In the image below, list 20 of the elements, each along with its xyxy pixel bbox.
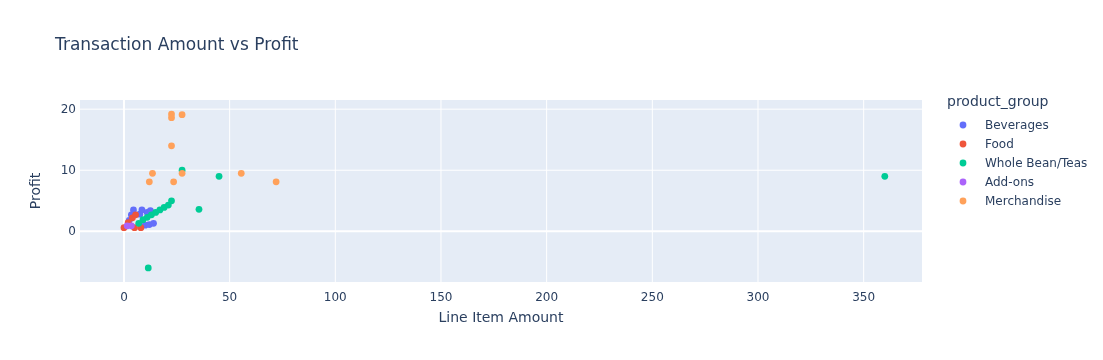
x-tick-label: 250 bbox=[640, 290, 664, 304]
x-tick-label: 100 bbox=[323, 290, 347, 304]
y-tick-label: 0 bbox=[68, 224, 76, 239]
y-axis-title: Profit bbox=[27, 172, 43, 210]
x-tick-label: 300 bbox=[746, 290, 770, 304]
legend-label: Whole Bean/Teas bbox=[985, 156, 1088, 170]
y-tick-label: 10 bbox=[60, 163, 76, 178]
x-tick-label: 350 bbox=[852, 290, 876, 304]
x-tick-label: 200 bbox=[535, 290, 559, 304]
legend-label: Food bbox=[985, 137, 1014, 151]
y-tick-label: 20 bbox=[60, 102, 76, 117]
x-tick-label: 0 bbox=[120, 290, 128, 304]
legend-label: Merchandise bbox=[985, 194, 1062, 208]
legend-label: Add-ons bbox=[985, 175, 1034, 189]
chart-title: Transaction Amount vs Profit bbox=[54, 34, 299, 54]
x-tick-label: 150 bbox=[429, 290, 453, 304]
legend-label: Beverages bbox=[985, 118, 1049, 132]
x-tick-label: 50 bbox=[221, 290, 238, 304]
x-axis-title: Line Item Amount bbox=[438, 309, 564, 325]
legend-title: product_group bbox=[947, 93, 1049, 109]
